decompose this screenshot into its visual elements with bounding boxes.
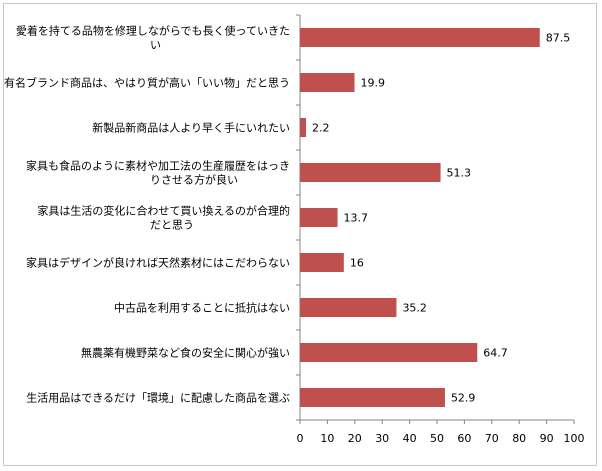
bar	[300, 298, 397, 317]
value-tick-label: 0	[297, 432, 304, 445]
category-label: 家具も食品のように素材や加工法の生産履歴をはっきりさせる方が良い	[26, 159, 290, 187]
category-label-line: 愛着を持てる品物を修理しながらでも長く使っていきた	[16, 24, 290, 38]
data-label: 64.7	[483, 347, 508, 360]
bar	[300, 73, 355, 92]
value-tick-label: 90	[540, 432, 554, 445]
plot-area: 0 10 20 30 40 50 60 70 80 90 100 87.5 愛着を持てる品物を修理しなが…	[4, 14, 585, 445]
category-label: 家具はデザインが良ければ天然素材にはこだわらない	[26, 256, 290, 270]
value-tick-label: 10	[320, 432, 334, 445]
bar	[300, 343, 478, 362]
data-label: 51.3	[447, 167, 472, 180]
bar	[300, 28, 540, 47]
value-tick-label: 20	[348, 432, 362, 445]
category-label-line: だと思う	[150, 219, 194, 232]
category-label: 愛着を持てる品物を修理しながらでも長く使っていきたい	[16, 24, 290, 52]
category-label: 中古品を利用することに抵抗はない	[114, 301, 290, 315]
data-label: 13.7	[344, 212, 369, 225]
category-label-line: 中古品を利用することに抵抗はない	[114, 301, 290, 315]
value-tick-label: 80	[512, 432, 526, 445]
value-tick-label: 100	[564, 432, 585, 445]
bar	[300, 208, 338, 227]
value-tick-label: 40	[403, 432, 417, 445]
value-tick-label: 70	[485, 432, 499, 445]
bar	[300, 163, 441, 182]
data-label: 19.9	[361, 77, 386, 90]
category-label: 生活用品はできるだけ「環境」に配慮した商品を選ぶ	[26, 391, 290, 405]
category-label-line: い	[150, 39, 161, 52]
data-label: 16	[350, 257, 364, 270]
category-label-line: 家具は生活の変化に合わせて買い換えるのが合理的	[37, 204, 290, 218]
value-tick-label: 60	[457, 432, 471, 445]
bar	[300, 118, 307, 137]
data-label: 2.2	[312, 122, 330, 135]
category-label-line: りさせる方が良い	[150, 173, 238, 187]
data-label: 87.5	[546, 32, 571, 45]
category-label-line: 家具も食品のように素材や加工法の生産履歴をはっき	[26, 159, 290, 173]
bar	[300, 388, 445, 407]
category-label-line: 無農薬有機野菜など食の安全に関心が強い	[81, 346, 290, 360]
data-label: 52.9	[451, 392, 476, 405]
category-label: 新製品新商品は人より早く手にいれたい	[92, 121, 290, 135]
value-tick-label: 50	[430, 432, 444, 445]
category-label-line: 生活用品はできるだけ「環境」に配慮した商品を選ぶ	[26, 391, 290, 405]
data-label: 35.2	[402, 302, 427, 315]
bar	[300, 253, 344, 272]
category-label: 有名ブランド商品は、やはり質が高い「いい物」だと思う	[4, 76, 290, 90]
category-label: 家具は生活の変化に合わせて買い換えるのが合理的だと思う	[37, 204, 290, 232]
category-label-line: 有名ブランド商品は、やはり質が高い「いい物」だと思う	[4, 76, 290, 90]
category-label-line: 新製品新商品は人より早く手にいれたい	[92, 121, 290, 135]
category-label: 無農薬有機野菜など食の安全に関心が強い	[81, 346, 290, 360]
category-label-line: 家具はデザインが良ければ天然素材にはこだわらない	[26, 256, 290, 270]
value-tick-label: 30	[375, 432, 389, 445]
